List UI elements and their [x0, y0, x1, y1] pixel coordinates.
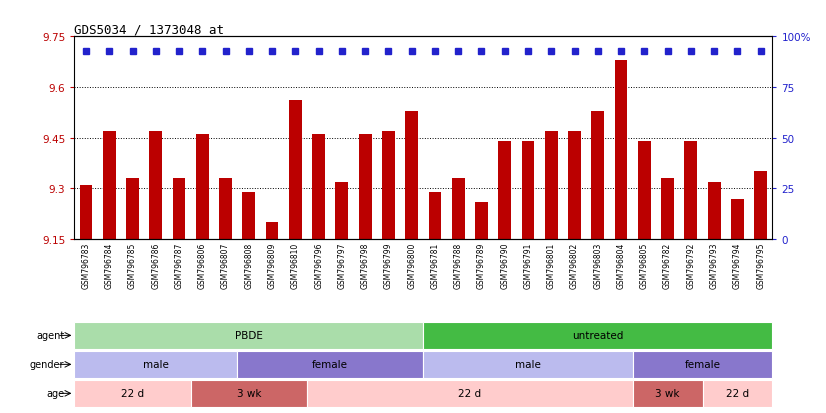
- Bar: [150, 132, 162, 240]
- Bar: [126, 179, 139, 240]
- Bar: [424, 322, 772, 349]
- Bar: [498, 142, 511, 240]
- Text: female: female: [685, 359, 720, 370]
- Text: PBDE: PBDE: [235, 330, 263, 341]
- Bar: [662, 179, 674, 240]
- Bar: [731, 199, 743, 240]
- Bar: [219, 179, 232, 240]
- Bar: [196, 135, 209, 240]
- Text: female: female: [312, 359, 349, 370]
- Text: male: male: [515, 359, 541, 370]
- Bar: [452, 179, 464, 240]
- Bar: [307, 380, 633, 407]
- Bar: [266, 223, 278, 240]
- Bar: [243, 192, 255, 240]
- Text: age: age: [46, 388, 64, 399]
- Bar: [638, 142, 651, 240]
- Bar: [74, 380, 191, 407]
- Bar: [633, 351, 772, 378]
- Bar: [754, 172, 767, 240]
- Bar: [545, 132, 558, 240]
- Bar: [79, 185, 93, 240]
- Bar: [312, 135, 325, 240]
- Text: 22 d: 22 d: [458, 388, 482, 399]
- Text: agent: agent: [36, 330, 64, 341]
- Bar: [406, 112, 418, 240]
- Bar: [522, 142, 534, 240]
- Bar: [475, 202, 488, 240]
- Bar: [237, 351, 424, 378]
- Bar: [685, 142, 697, 240]
- Bar: [358, 135, 372, 240]
- Bar: [591, 112, 604, 240]
- Text: 3 wk: 3 wk: [236, 388, 261, 399]
- Bar: [568, 132, 581, 240]
- Bar: [615, 61, 628, 240]
- Bar: [74, 322, 424, 349]
- Text: male: male: [143, 359, 169, 370]
- Bar: [382, 132, 395, 240]
- Text: 22 d: 22 d: [726, 388, 749, 399]
- Bar: [424, 351, 633, 378]
- Bar: [708, 182, 720, 240]
- Bar: [103, 132, 116, 240]
- Bar: [335, 182, 349, 240]
- Bar: [173, 179, 185, 240]
- Bar: [702, 380, 772, 407]
- Text: untreated: untreated: [572, 330, 624, 341]
- Text: gender: gender: [30, 359, 64, 370]
- Bar: [191, 380, 307, 407]
- Bar: [633, 380, 702, 407]
- Bar: [289, 101, 301, 240]
- Text: 22 d: 22 d: [121, 388, 144, 399]
- Text: 3 wk: 3 wk: [655, 388, 680, 399]
- Text: GDS5034 / 1373048_at: GDS5034 / 1373048_at: [74, 23, 225, 36]
- Bar: [74, 351, 237, 378]
- Bar: [429, 192, 441, 240]
